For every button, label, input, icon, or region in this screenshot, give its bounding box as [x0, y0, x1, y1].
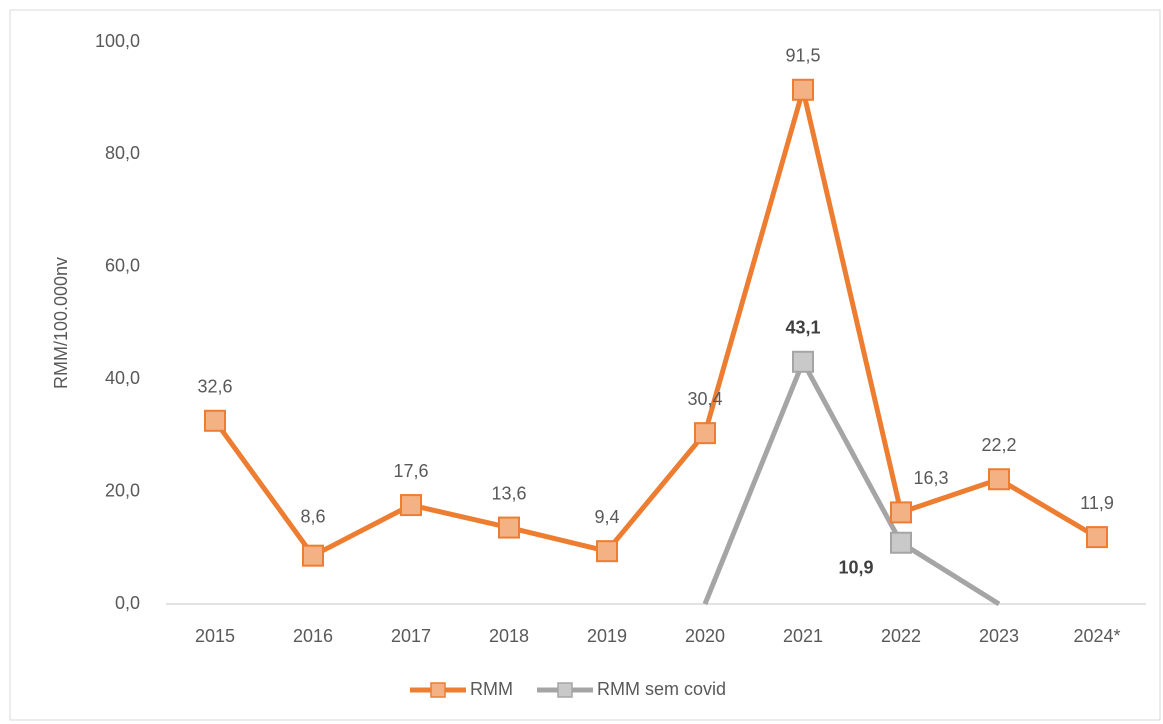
marker — [792, 78, 814, 101]
marker — [890, 501, 912, 524]
x-tick-label: 2024* — [1073, 626, 1120, 646]
y-tick-label: 0,0 — [115, 593, 140, 613]
data-label: 17,6 — [393, 461, 428, 481]
marker — [694, 422, 716, 445]
series-line — [212, 87, 1099, 559]
marker — [890, 531, 912, 554]
data-label: 32,6 — [197, 377, 232, 397]
data-label: 11,9 — [1080, 493, 1114, 513]
y-tick-label: 80,0 — [105, 143, 140, 163]
data-label: 10,9 — [838, 557, 873, 577]
legend-label: RMM sem covid — [597, 679, 726, 699]
y-tick-label: 20,0 — [105, 480, 140, 500]
x-tick-label: 2016 — [293, 626, 333, 646]
data-label: 91,5 — [785, 46, 820, 66]
y-tick-label: 60,0 — [105, 256, 140, 276]
data-label: 22,2 — [981, 435, 1016, 455]
x-tick-label: 2023 — [979, 626, 1019, 646]
x-tick-label: 2015 — [195, 626, 235, 646]
legend-marker — [430, 682, 446, 698]
data-label: 13,6 — [491, 483, 526, 503]
x-tick-label: 2020 — [685, 626, 725, 646]
y-tick-label: 40,0 — [105, 368, 140, 388]
series-line — [702, 359, 1001, 607]
marker — [204, 409, 226, 432]
chart-border — [9, 9, 1161, 721]
data-label: 43,1 — [785, 318, 820, 338]
y-axis-label: RMM/100.000nv — [51, 257, 71, 389]
data-label: 16,3 — [913, 468, 948, 488]
marker — [498, 516, 520, 539]
marker — [792, 350, 814, 373]
legend-marker — [557, 682, 573, 698]
x-tick-label: 2017 — [391, 626, 431, 646]
marker — [400, 494, 422, 517]
marker — [302, 544, 324, 567]
x-tick-label: 2021 — [783, 626, 823, 646]
data-label: 9,4 — [594, 507, 619, 527]
x-tick-label: 2022 — [881, 626, 921, 646]
marker — [1086, 526, 1108, 549]
marker — [988, 468, 1010, 491]
data-label: 8,6 — [300, 506, 325, 526]
legend-label: RMM — [470, 679, 513, 699]
x-tick-label: 2019 — [587, 626, 627, 646]
y-tick-label: 100,0 — [95, 31, 140, 51]
marker — [596, 540, 618, 563]
data-label: 30,4 — [687, 389, 722, 409]
x-tick-label: 2018 — [489, 626, 529, 646]
